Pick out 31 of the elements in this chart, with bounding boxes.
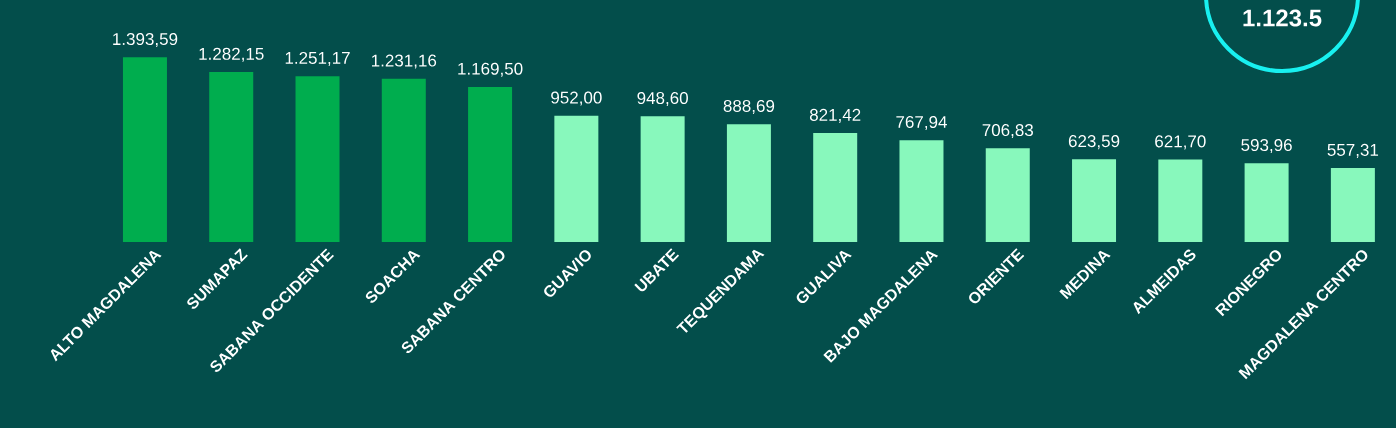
bar xyxy=(381,78,426,242)
data-label: 948,60 xyxy=(637,92,688,107)
bar xyxy=(726,124,771,242)
bar xyxy=(985,148,1030,242)
data-label: 1.393,59 xyxy=(113,33,178,48)
text: 1.123.5 xyxy=(1243,9,1322,27)
data-label: 888,69 xyxy=(723,99,775,114)
data-label: 621,70 xyxy=(1155,135,1206,150)
bar xyxy=(295,76,340,242)
bar xyxy=(209,72,254,242)
bar xyxy=(640,116,685,242)
data-label: 557,31 xyxy=(1327,143,1379,158)
bar xyxy=(1158,159,1203,242)
data-label: 1.282,15 xyxy=(199,47,264,62)
bar xyxy=(1330,168,1375,242)
bar xyxy=(899,140,944,242)
bar xyxy=(1072,159,1117,242)
bar xyxy=(554,115,599,242)
data-label: 767,94 xyxy=(896,115,947,131)
data-label: 1.231,16 xyxy=(372,54,437,69)
data-label: 593,96 xyxy=(1241,139,1292,154)
data-label: 1.251,17 xyxy=(285,51,350,66)
data-label: 821,42 xyxy=(809,108,861,123)
data-label: 1.169,50 xyxy=(458,62,523,77)
bar xyxy=(813,133,858,242)
data-label: 623,59 xyxy=(1068,135,1120,150)
bar xyxy=(468,86,513,242)
data-label: 952,00 xyxy=(551,91,602,106)
bar xyxy=(1244,163,1289,242)
data-label: 706,83 xyxy=(982,124,1033,139)
bar xyxy=(122,57,167,242)
